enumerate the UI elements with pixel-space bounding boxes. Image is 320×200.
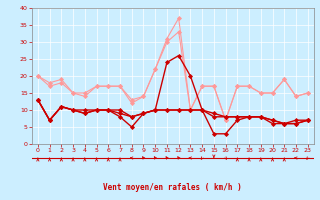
Text: Vent moyen/en rafales ( km/h ): Vent moyen/en rafales ( km/h )	[103, 183, 242, 192]
